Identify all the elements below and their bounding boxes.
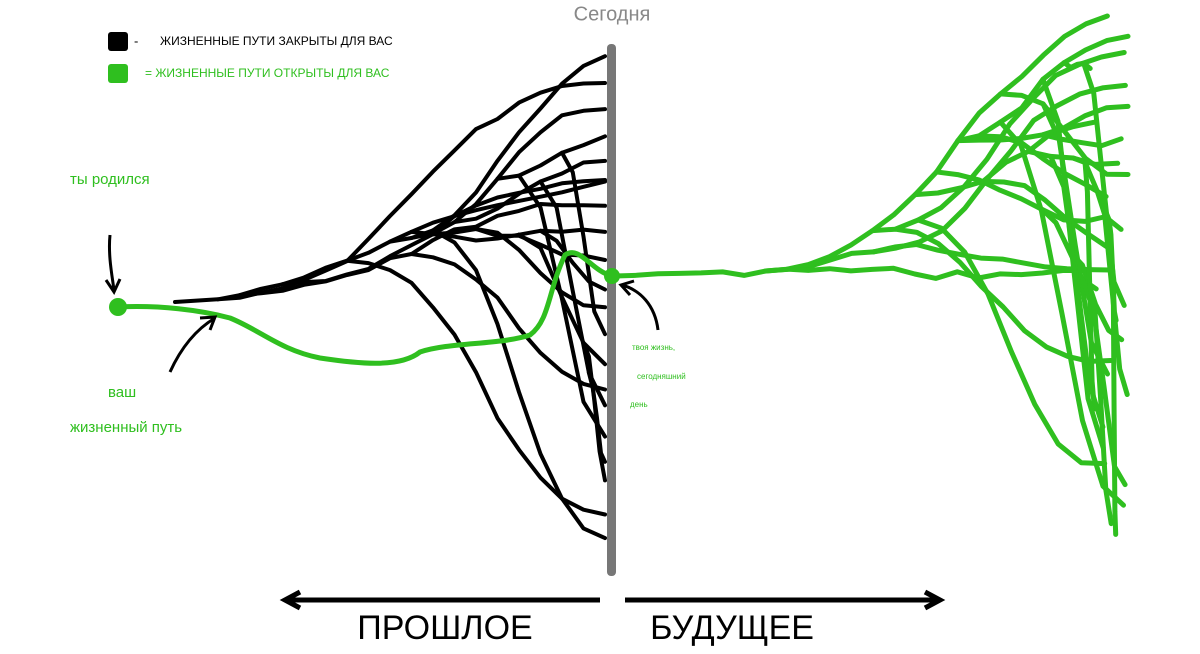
legend-label: = ЖИЗНЕННЫЕ ПУТИ ОТКРЫТЫ ДЛЯ ВАС xyxy=(145,66,390,80)
future-label: БУДУЩЕЕ xyxy=(650,609,814,647)
legend-swatch xyxy=(108,32,128,51)
future-paths xyxy=(612,13,1131,537)
branch xyxy=(538,228,607,292)
branch xyxy=(216,81,607,302)
branch xyxy=(934,169,1109,224)
branch xyxy=(538,179,607,408)
branch xyxy=(431,228,607,541)
today-line xyxy=(607,44,616,576)
annotation: жизненный путь xyxy=(70,419,182,436)
branch xyxy=(784,265,1088,281)
branch xyxy=(998,91,1131,177)
branch xyxy=(474,226,607,310)
arrow xyxy=(168,315,218,373)
branch xyxy=(495,134,607,181)
legend-swatch xyxy=(108,64,128,83)
branch xyxy=(1081,60,1127,308)
branch xyxy=(1080,277,1128,488)
branch xyxy=(892,226,1114,364)
annotation: ваш xyxy=(108,384,136,401)
branch xyxy=(612,242,1113,279)
branch xyxy=(345,258,607,517)
arrow xyxy=(625,589,946,611)
branch xyxy=(912,119,1099,198)
branch xyxy=(1110,268,1119,537)
branch xyxy=(452,158,607,225)
annotation: ты родился xyxy=(70,171,150,188)
branch xyxy=(409,252,607,392)
life-path xyxy=(117,250,613,366)
branch xyxy=(997,119,1126,508)
branch xyxy=(1040,132,1124,149)
arrow xyxy=(618,279,660,331)
branch xyxy=(560,150,607,337)
legend-marker: - xyxy=(134,33,138,48)
today-dot xyxy=(604,268,620,284)
past-label: ПРОШЛОЕ xyxy=(357,609,532,647)
branch xyxy=(915,217,1108,467)
branch xyxy=(1040,76,1106,451)
today-label: Сегодня xyxy=(574,3,651,25)
branch xyxy=(1087,282,1114,527)
branch xyxy=(517,173,607,439)
past-paths xyxy=(173,54,607,541)
annotation: твоя жизнь, xyxy=(632,343,675,352)
annotation: день xyxy=(630,400,648,409)
legend-label: ЖИЗНЕННЫЕ ПУТИ ЗАКРЫТЫ ДЛЯ ВАС xyxy=(160,34,393,48)
annotation: сегодняшний xyxy=(637,372,686,381)
arrow xyxy=(104,234,122,296)
arrow xyxy=(279,589,600,611)
branch xyxy=(409,107,607,240)
birth-dot xyxy=(109,298,127,316)
branch xyxy=(237,202,607,298)
branch xyxy=(581,340,607,483)
